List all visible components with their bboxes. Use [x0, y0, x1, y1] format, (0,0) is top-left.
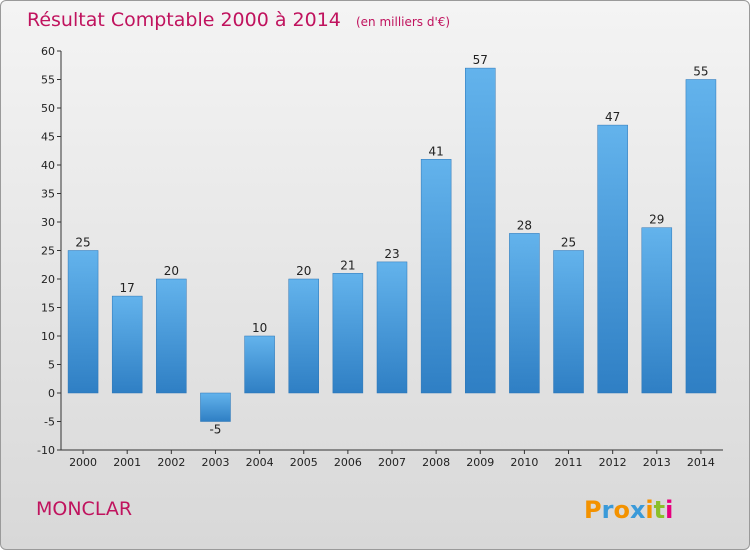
y-tick-label: 0 [48, 387, 55, 400]
y-tick-label: 50 [41, 102, 55, 115]
y-tick-label: 40 [41, 159, 55, 172]
proxiti-logo: Proxiti [584, 496, 673, 524]
bar-2009 [465, 67, 496, 394]
x-tick-label: 2000 [69, 456, 97, 469]
data-label-2012: 47 [605, 110, 620, 124]
data-label-2014: 55 [693, 65, 708, 79]
data-label-2010: 28 [517, 218, 532, 232]
data-label-2005: 20 [296, 264, 311, 278]
data-label-2009: 57 [473, 53, 488, 67]
y-tick-label: -10 [37, 444, 55, 457]
x-tick-label: 2006 [334, 456, 362, 469]
town-name: MONCLAR [36, 498, 132, 520]
y-axis: -10 -5 0 5 10 15 20 25 30 35 40 45 50 55 60 [37, 45, 62, 457]
bar-2014 [685, 79, 717, 394]
y-tick-label: 30 [41, 216, 55, 229]
x-tick-label: 2001 [113, 456, 141, 469]
y-tick-label: 10 [41, 330, 55, 343]
x-tick-label: 2002 [157, 456, 185, 469]
bar-2006 [332, 273, 364, 394]
proxiti-logo-text: Proxiti [584, 496, 673, 524]
y-tick-label: 20 [41, 273, 55, 286]
data-label-2007: 23 [384, 247, 399, 261]
x-tick-label: 2012 [599, 456, 627, 469]
data-labels: 25 17 20 -5 10 20 21 23 41 57 28 25 47 29 55 [75, 53, 708, 436]
data-label-2013: 29 [649, 213, 664, 227]
data-label-2006: 21 [340, 258, 355, 272]
y-tick-label: 45 [41, 131, 55, 144]
x-tick-label: 2007 [378, 456, 406, 469]
bar-2002 [156, 278, 187, 394]
x-tick-label: 2010 [510, 456, 538, 469]
data-label-2008: 41 [428, 144, 443, 158]
y-tick-label: -5 [44, 416, 55, 429]
y-tick-label: 15 [41, 302, 55, 315]
bar-2000 [67, 250, 99, 394]
data-label-2001: 17 [120, 281, 135, 295]
bar-2008 [420, 159, 452, 394]
data-label-2000: 25 [75, 236, 90, 250]
data-label-2011: 25 [561, 236, 576, 250]
data-label-2004: 10 [252, 321, 267, 335]
y-tick-label: 35 [41, 188, 55, 201]
x-tick-label: 2008 [422, 456, 450, 469]
bar-2005 [288, 278, 319, 394]
x-tick-label: 2014 [687, 456, 715, 469]
bar-2011 [553, 250, 584, 394]
x-tick-label: 2013 [643, 456, 671, 469]
bar-2012 [597, 124, 628, 394]
x-tick-label: 2011 [555, 456, 583, 469]
data-label-2002: 20 [164, 264, 179, 278]
chart-title: Résultat Comptable 2000 à 2014 (en milli… [27, 9, 450, 31]
y-tick-label: 60 [41, 45, 55, 58]
x-axis: 2000 2001 2002 2003 2004 2005 2006 2007 2008 2009… [61, 449, 723, 469]
data-label-2003: -5 [209, 423, 221, 437]
x-tick-label: 2005 [290, 456, 318, 469]
bar-2007 [376, 261, 408, 394]
bar-series [67, 67, 717, 422]
y-tick-label: 55 [41, 74, 55, 87]
y-tick-label: 25 [41, 245, 55, 258]
x-tick-label: 2004 [246, 456, 274, 469]
bar-2004 [244, 335, 275, 394]
bar-2010 [509, 233, 540, 394]
bar-2013 [641, 227, 673, 394]
bar-2003 [200, 392, 231, 422]
x-tick-label: 2009 [466, 456, 494, 469]
x-tick-label: 2003 [201, 456, 229, 469]
bar-2001 [111, 295, 143, 394]
y-tick-label: 5 [48, 359, 55, 372]
